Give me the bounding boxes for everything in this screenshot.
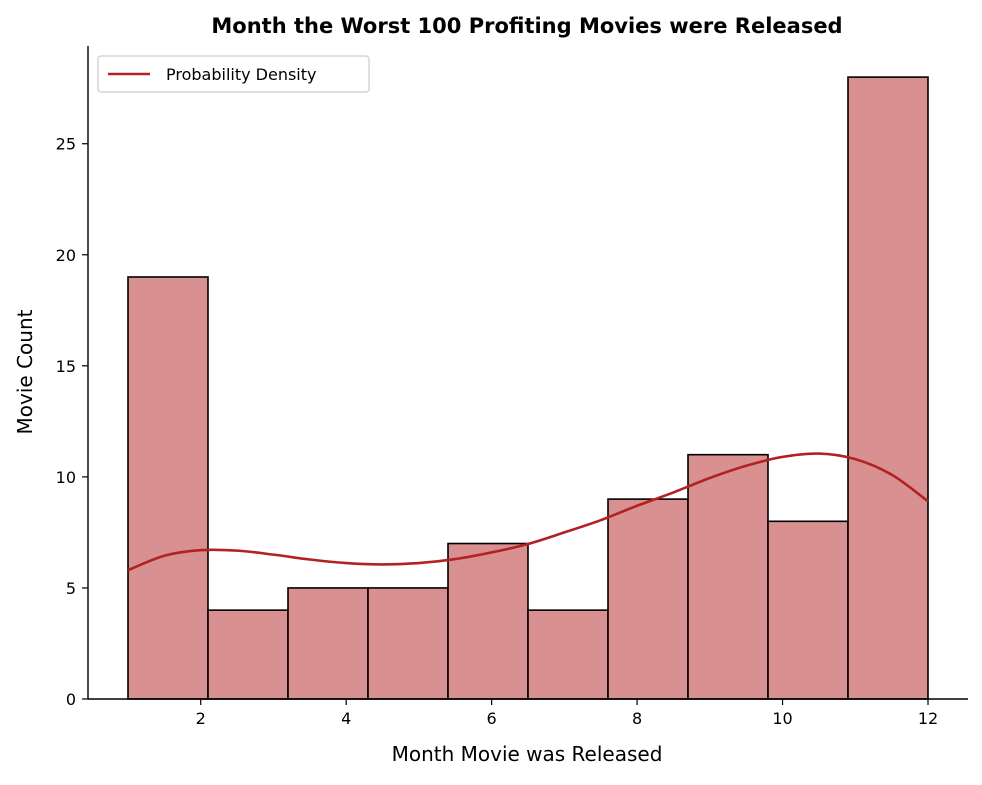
y-tick-label: 20 [56, 246, 76, 265]
y-tick-label: 10 [56, 468, 76, 487]
legend: Probability Density [97, 55, 370, 93]
histogram-bar-6 [527, 609, 609, 700]
density-curve [127, 452, 929, 572]
histogram-bar-2 [207, 609, 289, 700]
x-tick-label: 6 [487, 709, 497, 728]
histogram-bar-9 [767, 520, 849, 700]
x-tick-label: 4 [341, 709, 351, 728]
x-tick-label: 12 [918, 709, 938, 728]
histogram-bar-10 [847, 76, 929, 700]
x-axis-label: Month Movie was Released [392, 742, 663, 766]
histogram-bar-3 [287, 587, 369, 700]
histogram-bar-8 [687, 453, 769, 700]
y-axis-label: Movie Count [13, 309, 37, 434]
y-tick-label: 5 [66, 579, 76, 598]
histogram-bar-7 [607, 498, 689, 700]
y-tick-label: 0 [66, 690, 76, 709]
y-tick-label: 15 [56, 357, 76, 376]
histogram-bar-5 [447, 542, 529, 700]
legend-box [97, 55, 370, 93]
x-tick-label: 8 [632, 709, 642, 728]
chart-title: Month the Worst 100 Profiting Movies wer… [211, 14, 842, 38]
histogram-bars [127, 76, 929, 700]
histogram-bar-1 [127, 276, 209, 700]
x-tick-label: 10 [772, 709, 792, 728]
legend-label: Probability Density [166, 65, 317, 84]
x-tick-label: 2 [196, 709, 206, 728]
histogram-bar-4 [367, 587, 449, 700]
y-tick-label: 25 [56, 135, 76, 154]
axes: 2 4 6 8 10 12 0 5 10 15 20 25 [56, 46, 968, 728]
